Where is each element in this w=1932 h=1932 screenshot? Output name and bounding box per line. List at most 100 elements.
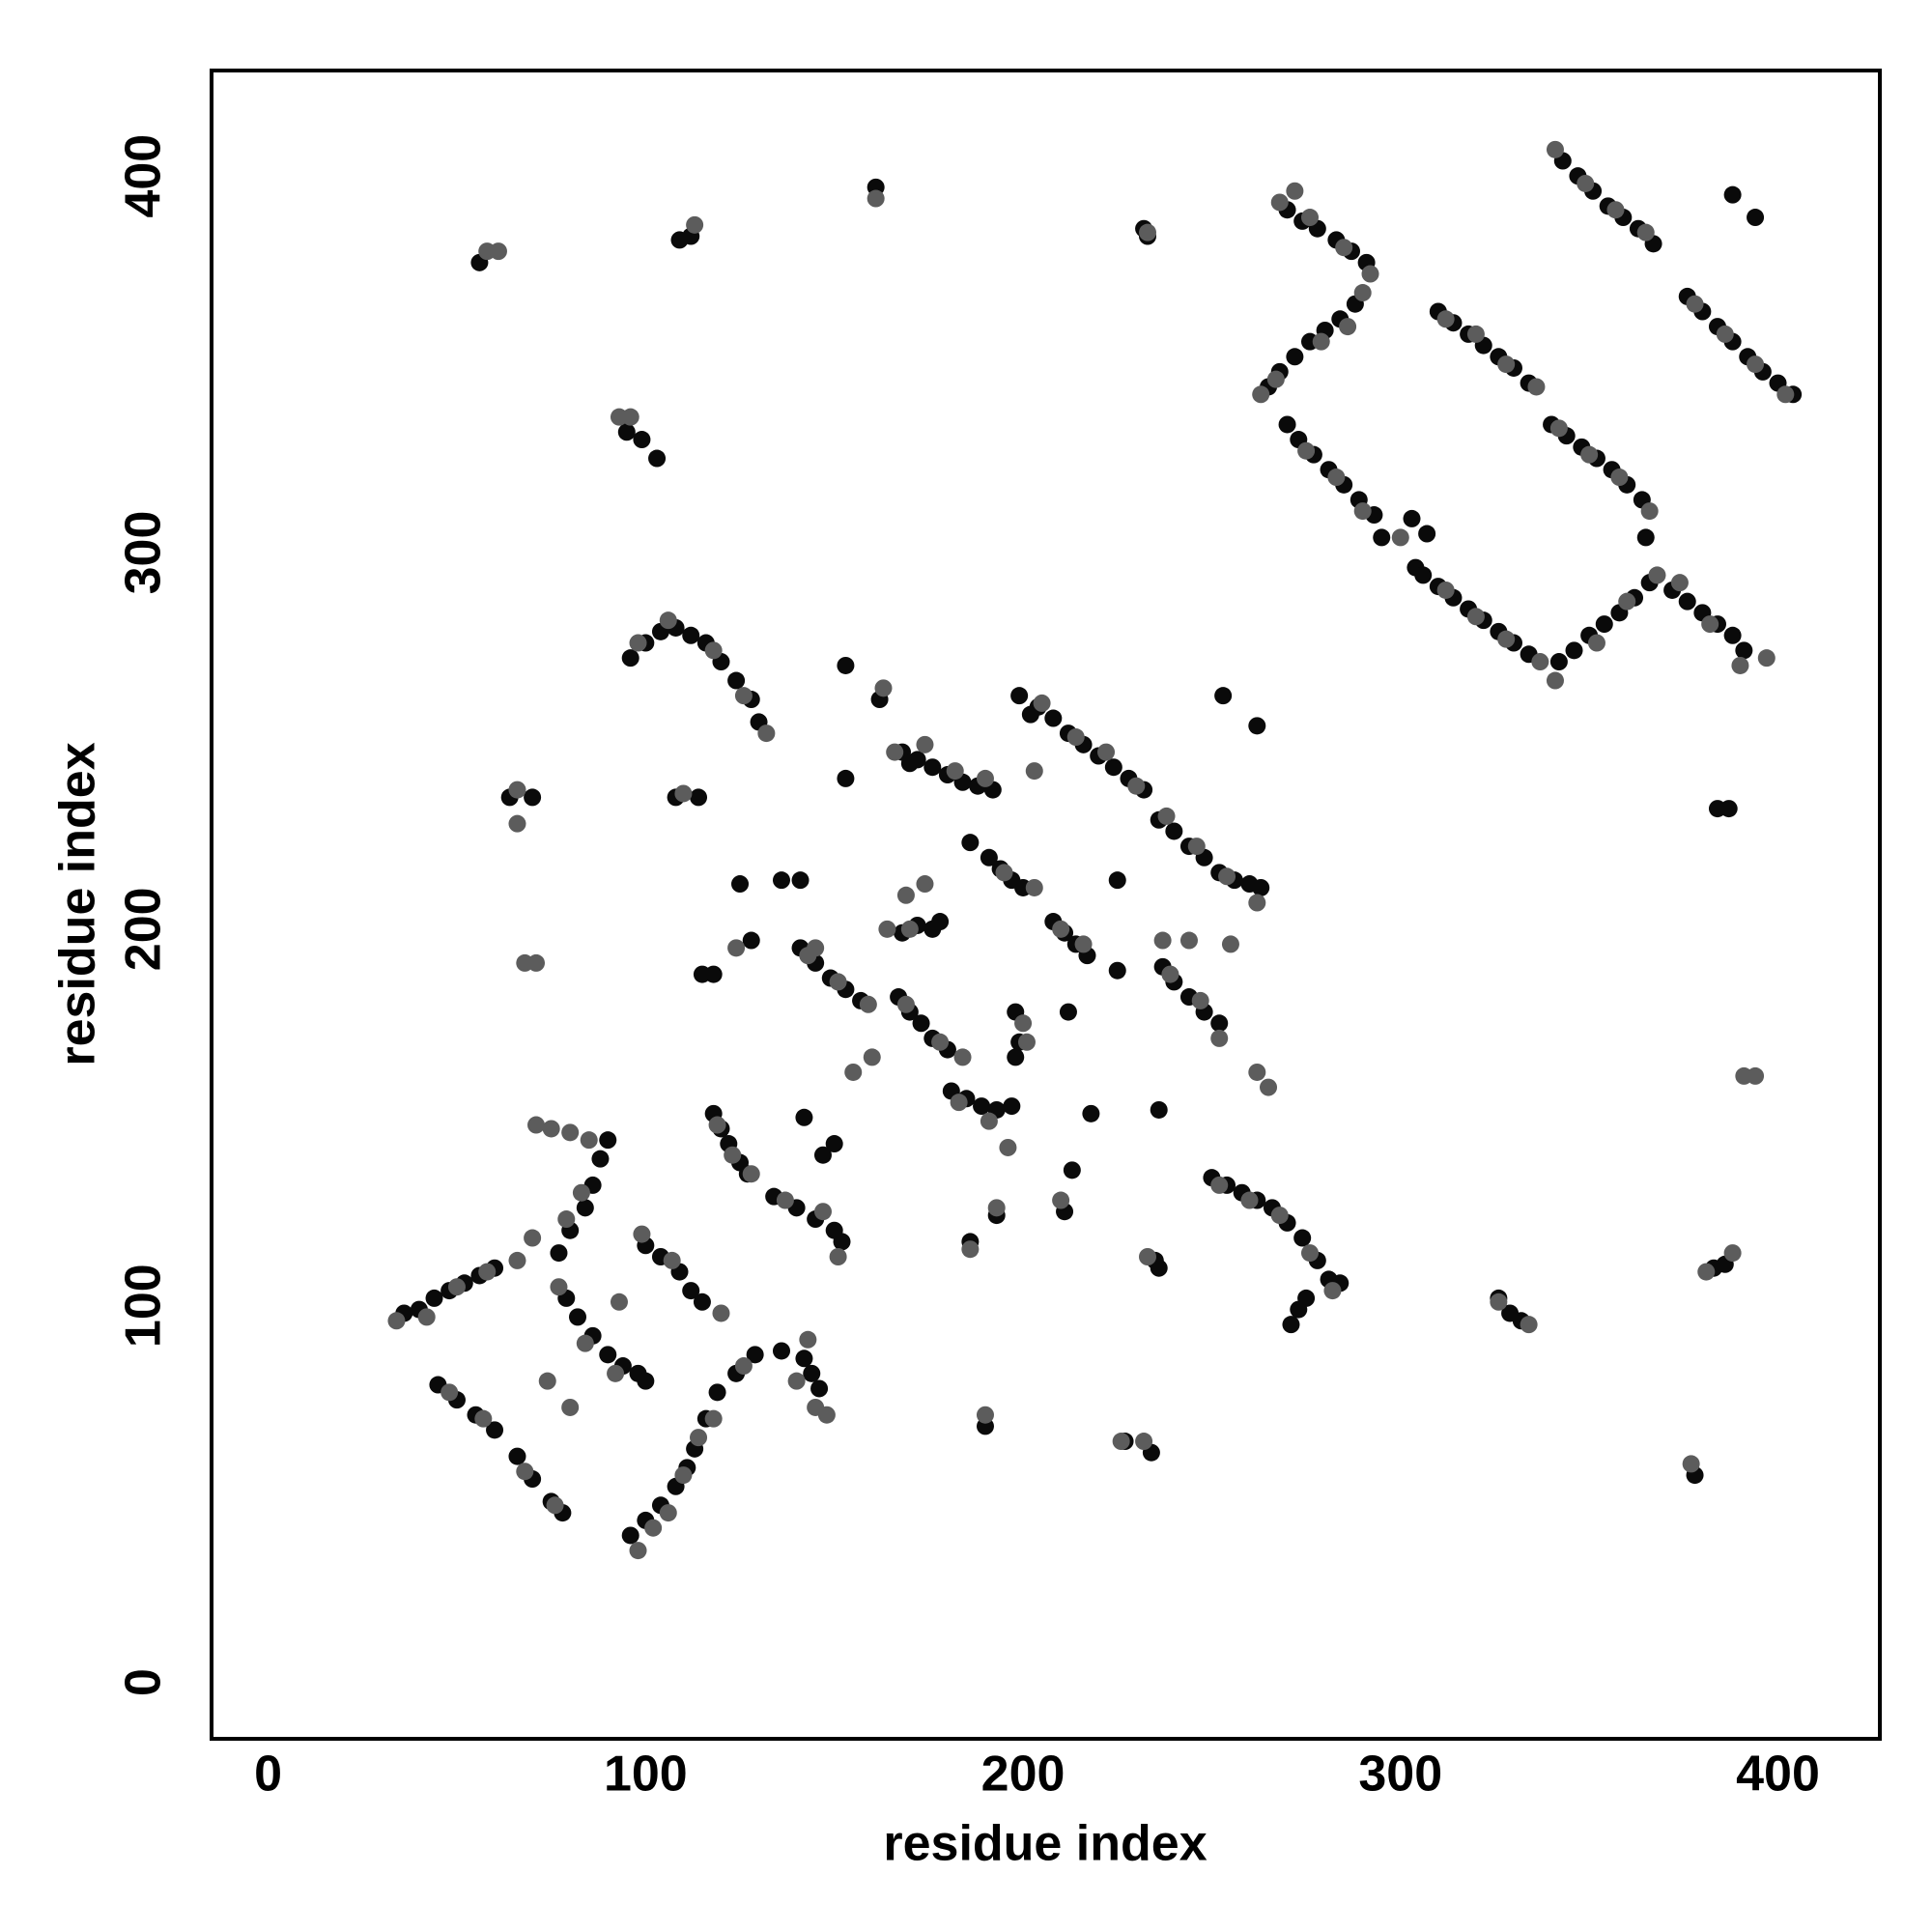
point bbox=[508, 781, 526, 799]
point bbox=[1697, 1263, 1716, 1281]
point bbox=[1353, 284, 1372, 302]
point bbox=[746, 1346, 764, 1364]
point bbox=[973, 1097, 991, 1116]
point bbox=[1636, 223, 1655, 242]
point bbox=[524, 1229, 542, 1247]
point bbox=[727, 939, 746, 957]
point bbox=[1549, 653, 1568, 671]
point bbox=[682, 626, 700, 644]
point bbox=[923, 758, 942, 777]
point bbox=[1221, 935, 1239, 953]
point bbox=[1587, 634, 1605, 652]
point bbox=[1414, 566, 1433, 584]
point bbox=[742, 931, 760, 950]
point bbox=[803, 1364, 821, 1382]
point bbox=[1549, 419, 1568, 438]
point bbox=[1323, 1282, 1342, 1300]
point bbox=[1052, 1191, 1070, 1209]
point bbox=[772, 871, 790, 890]
point bbox=[561, 1398, 580, 1416]
point bbox=[629, 1542, 647, 1560]
y-tick-label: 100 bbox=[116, 1264, 172, 1348]
point bbox=[1723, 626, 1742, 644]
point bbox=[810, 1379, 829, 1398]
point bbox=[859, 995, 877, 1013]
point bbox=[693, 1293, 711, 1311]
point bbox=[633, 431, 651, 449]
x-axis-title: residue index bbox=[883, 1816, 1207, 1872]
point bbox=[878, 920, 896, 938]
point bbox=[1063, 1161, 1081, 1179]
point bbox=[708, 1116, 726, 1134]
point bbox=[516, 1463, 534, 1481]
point bbox=[1108, 961, 1126, 980]
point bbox=[1157, 807, 1176, 825]
point bbox=[659, 611, 677, 630]
point bbox=[576, 1334, 594, 1352]
point bbox=[734, 1357, 753, 1376]
point bbox=[1150, 1259, 1168, 1277]
point bbox=[489, 242, 507, 261]
point bbox=[576, 1199, 594, 1217]
point bbox=[474, 1409, 493, 1428]
point bbox=[837, 769, 855, 787]
point bbox=[807, 939, 825, 957]
point bbox=[1252, 385, 1270, 404]
point bbox=[1066, 728, 1085, 747]
point bbox=[1466, 325, 1485, 343]
point bbox=[1248, 894, 1266, 912]
point bbox=[1531, 653, 1549, 671]
point bbox=[1104, 758, 1122, 777]
point bbox=[1747, 1066, 1765, 1085]
point bbox=[1335, 239, 1353, 257]
point bbox=[447, 1278, 466, 1296]
point bbox=[621, 408, 639, 426]
point bbox=[896, 886, 915, 904]
point bbox=[1436, 581, 1455, 599]
point bbox=[1610, 469, 1629, 487]
point bbox=[900, 754, 919, 773]
x-tick-label: 200 bbox=[981, 1747, 1065, 1803]
point bbox=[1546, 140, 1564, 158]
point bbox=[629, 634, 647, 652]
point bbox=[1278, 415, 1296, 434]
point bbox=[1436, 310, 1455, 328]
point bbox=[1007, 1048, 1025, 1066]
point bbox=[1286, 348, 1304, 366]
point bbox=[1606, 201, 1625, 219]
point bbox=[527, 953, 546, 972]
point bbox=[617, 423, 636, 441]
point bbox=[1014, 1014, 1033, 1033]
point bbox=[550, 1244, 568, 1263]
y-tick-label: 200 bbox=[116, 887, 172, 971]
point bbox=[486, 1421, 504, 1439]
point bbox=[799, 1330, 817, 1349]
point bbox=[659, 1504, 677, 1522]
point bbox=[1293, 1229, 1312, 1247]
point bbox=[1339, 318, 1357, 336]
point bbox=[508, 1447, 526, 1465]
point bbox=[1286, 182, 1304, 200]
point bbox=[825, 1135, 843, 1153]
point bbox=[1682, 1455, 1700, 1473]
point bbox=[817, 1406, 836, 1424]
point bbox=[708, 1383, 726, 1402]
point bbox=[999, 1138, 1017, 1156]
point bbox=[1490, 1293, 1508, 1311]
point bbox=[795, 1108, 813, 1126]
point bbox=[829, 973, 847, 991]
point bbox=[976, 769, 994, 787]
point bbox=[1640, 502, 1659, 521]
point bbox=[440, 1383, 459, 1402]
point bbox=[546, 1496, 564, 1515]
point bbox=[1757, 649, 1776, 668]
point bbox=[1082, 1104, 1100, 1122]
point bbox=[912, 1014, 930, 1033]
point bbox=[1373, 528, 1391, 547]
point bbox=[1527, 378, 1546, 396]
point bbox=[1179, 931, 1198, 950]
point bbox=[829, 1248, 847, 1266]
point bbox=[580, 1131, 598, 1150]
point bbox=[542, 1120, 560, 1138]
